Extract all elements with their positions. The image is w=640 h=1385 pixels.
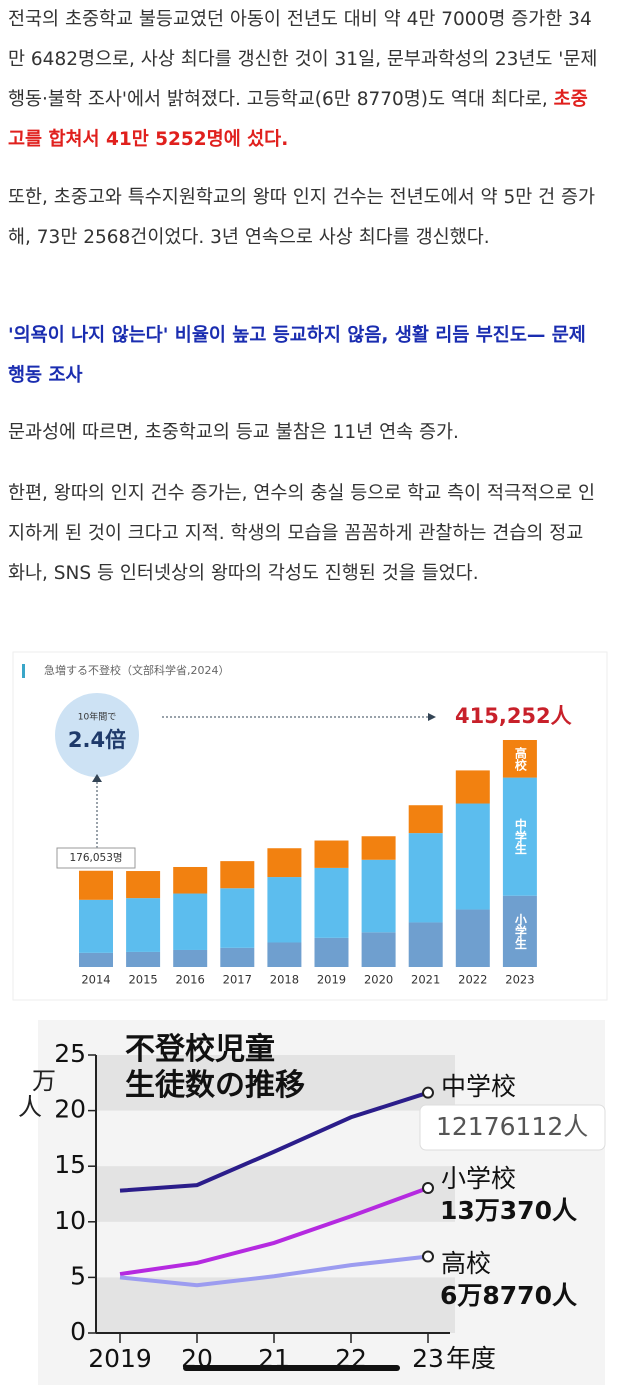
bar-segment [455, 770, 490, 804]
series-name: 中学校 [441, 1072, 516, 1101]
y-tick-label: 15 [54, 1150, 86, 1179]
text: 전국의 초중학교 불등교였던 아동이 전년도 대비 약 4만 7000명 증가한… [8, 9, 598, 110]
bar-segment [173, 949, 208, 967]
line [119, 1254, 429, 1288]
annotation: 176,053명 [69, 852, 122, 864]
bar-segment [126, 898, 161, 952]
arrow-head [428, 713, 436, 721]
annotation: 10年間で [78, 711, 116, 723]
bar-segment [79, 870, 113, 900]
bar-segment [267, 942, 302, 967]
bar-segment [408, 922, 443, 967]
bar-segment [220, 861, 255, 889]
y-tick-label: 0 [70, 1317, 86, 1346]
paragraph: 또한, 초중고와 특수지원학교의 왕따 인지 건수는 전년도에서 약 5만 건 … [8, 187, 596, 248]
bar-segment [408, 805, 443, 834]
bubble [55, 693, 139, 777]
y-tick-label: 25 [54, 1039, 86, 1068]
annotation: 415,252人 [455, 704, 572, 728]
end-label: 13万370人 [440, 1196, 577, 1225]
line [119, 1186, 429, 1277]
x-tick-label: 2019 [317, 973, 346, 987]
end-label: 6万8770人 [440, 1281, 577, 1310]
title-mark [22, 664, 25, 678]
line [119, 1090, 429, 1193]
x-tick-label: 2018 [270, 973, 299, 987]
paragraph: 문과성에 따르면, 초중학교의 등교 불참은 11년 연속 증가. [8, 422, 459, 443]
bar-segment [361, 932, 396, 967]
series-label: 小学生 [513, 912, 527, 950]
bar-segment [502, 777, 537, 896]
x-tick-label: 2020 [364, 973, 393, 987]
paragraph: 전국의 초중학교 불등교였던 아동이 전년도 대비 약 4만 7000명 증가한… [8, 0, 598, 160]
x-tick-label: 2016 [176, 973, 205, 987]
x-tick-label: 2019 [88, 1344, 152, 1373]
bar-segment [173, 866, 208, 894]
band [95, 1277, 455, 1333]
scroll-indicator [183, 1365, 400, 1371]
series-name: 小学校 [441, 1164, 516, 1193]
bar-segment [314, 867, 349, 938]
bar-segment [126, 951, 161, 967]
annotation: 2.4倍 [68, 728, 126, 752]
bar-segment [502, 740, 537, 778]
y-tick-label: 10 [54, 1206, 86, 1235]
x-tick-label: 2023 [505, 973, 534, 987]
y-tick-label: 20 [54, 1095, 86, 1124]
bar-segment [79, 952, 113, 967]
bar-segment [314, 840, 349, 868]
x-axis-unit: 年度 [446, 1344, 496, 1373]
bar-segment [126, 871, 161, 899]
bar-segment [79, 899, 113, 953]
band [95, 1166, 455, 1222]
y-tick-label: 5 [70, 1261, 86, 1290]
x-tick-label: 2021 [411, 973, 440, 987]
end-marker [422, 1250, 434, 1263]
x-tick-label: 2014 [81, 973, 110, 987]
end-marker [422, 1086, 434, 1099]
highlight: 초중고를 합쳐서 41만 5252명에 섰다. [8, 89, 588, 150]
bar-segment [455, 803, 490, 910]
y-axis-label: 万人 [18, 1067, 56, 1121]
paragraph: 한편, 왕따의 인지 건수 증가는, 연수의 충실 등으로 학교 측이 적극적으… [8, 483, 596, 584]
x-tick-label: 2017 [223, 973, 252, 987]
x-tick-label: 2022 [458, 973, 487, 987]
tooltip [419, 1104, 606, 1151]
bar-segment [455, 909, 490, 967]
chart-title: 急増する不登校（文部科学省,2024） [44, 663, 230, 677]
bar-segment [267, 848, 302, 878]
bar-segment [173, 893, 208, 950]
bar-segment [220, 888, 255, 948]
series-label: 中学生 [513, 817, 527, 855]
x-tick-label: 23 [412, 1344, 444, 1373]
chart: 急増する不登校（文部科学省,2024） 2014 2015 2016 2017 2018 2… [12, 651, 608, 1001]
series-name: 高校 [441, 1249, 491, 1278]
bar-segment [314, 937, 349, 967]
series-label: 高校 [513, 745, 527, 771]
bar-segment [408, 833, 443, 923]
bar-segment [361, 859, 396, 933]
end-marker [422, 1182, 434, 1195]
arrow-head [92, 774, 102, 782]
x-tick-label: 2015 [128, 973, 157, 987]
bar-segment [361, 836, 396, 860]
end-label: 12176112人 [436, 1112, 588, 1141]
bar-segment [220, 947, 255, 967]
heading: '의욕이 나지 않는다' 비율이 높고 등교하지 않음, 생활 리듬 부진도— … [8, 325, 586, 386]
label-box [56, 847, 136, 869]
chart-title: 不登校児童生徒数の推移 [125, 1032, 305, 1103]
bar-segment [267, 877, 302, 943]
bar-segment [502, 895, 537, 967]
